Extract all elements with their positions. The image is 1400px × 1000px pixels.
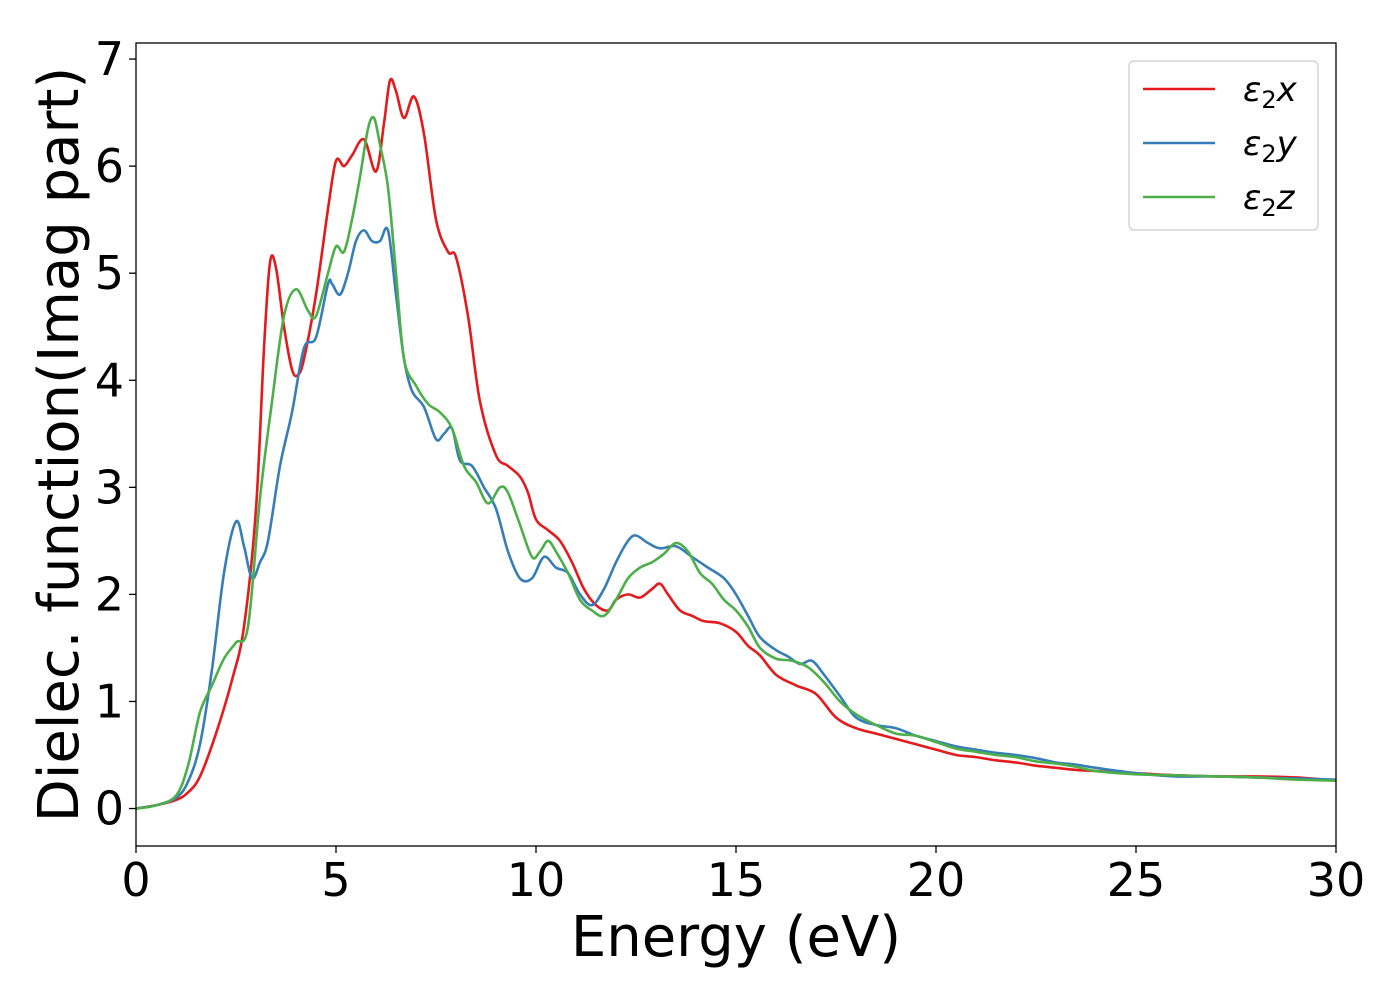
x-tick-label: 5: [321, 853, 350, 907]
x-axis-title: Energy (eV): [571, 905, 901, 970]
y-tick-label: 2: [95, 567, 124, 621]
series-curves: [136, 77, 1336, 810]
y-tick-label: 5: [95, 246, 124, 300]
y-tick-label: 6: [95, 139, 124, 193]
legend-box: [1128, 60, 1319, 231]
series-line-y: [136, 226, 1336, 810]
x-tick-label: 10: [507, 853, 566, 907]
x-tick-label: 30: [1307, 853, 1366, 907]
legend-label-y: ε2y: [1243, 124, 1298, 168]
y-tick-label: 4: [95, 353, 124, 407]
x-tick-label: 0: [121, 853, 150, 907]
y-tick-label: 1: [95, 674, 124, 728]
y-tick-label: 7: [95, 32, 124, 86]
y-tick-label: 3: [95, 460, 124, 514]
y-tick-label: 0: [95, 782, 124, 836]
legend-label-x: ε2x: [1243, 70, 1298, 114]
legend-label-z: ε2z: [1243, 178, 1296, 222]
y-axis-title: Dielec. function(Imag part): [27, 67, 92, 823]
x-tick-label: 15: [707, 853, 766, 907]
tick-marks: 0 5 10 15 20 25 30 0 1 2 3 4 5 6 7: [95, 32, 1366, 907]
x-tick-label: 25: [1107, 853, 1166, 907]
series-line-x: [136, 77, 1336, 810]
series-line-z: [136, 115, 1336, 810]
x-tick-label: 20: [907, 853, 966, 907]
legend: ε2x ε2y ε2z: [1128, 60, 1319, 231]
